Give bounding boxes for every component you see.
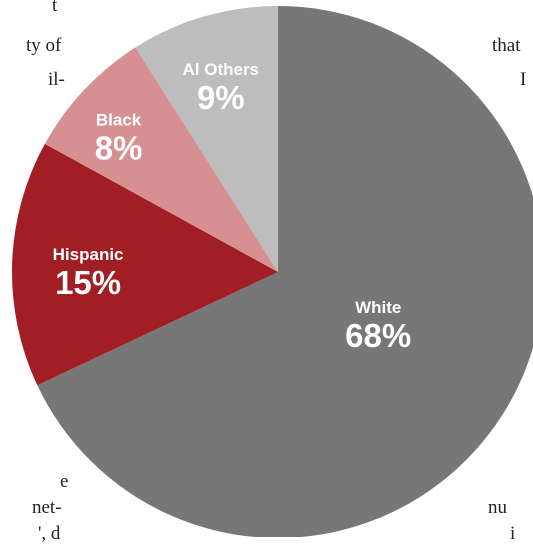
text-fragment-10: i [510,523,516,544]
slice-label-white: White [355,298,401,317]
slice-value-al-others: 9% [197,79,245,116]
text-fragment-1: t [52,0,58,16]
text-fragment-4: that [492,35,521,56]
text-fragment-7: net- [32,497,62,518]
text-fragment-6: e [60,471,69,492]
slice-label-black: Black [96,111,142,130]
slice-value-black: 8% [95,130,143,167]
pie-slices [11,6,533,537]
slice-value-hispanic: 15% [55,264,121,301]
slice-value-white: 68% [345,317,411,354]
pie-slice-hispanic [11,143,278,386]
slice-label-hispanic: Hispanic [53,245,124,264]
pie-slice-white [37,6,533,537]
pie-slice-black [44,47,279,273]
text-fragment-2: ty of [26,35,62,56]
text-fragment-3: il- [48,69,65,90]
slice-label-al-others: Al Others [183,60,260,79]
pie-slice-al-others [135,6,278,272]
text-fragment-5: I [520,69,527,90]
text-fragment-9: nu [488,497,507,518]
